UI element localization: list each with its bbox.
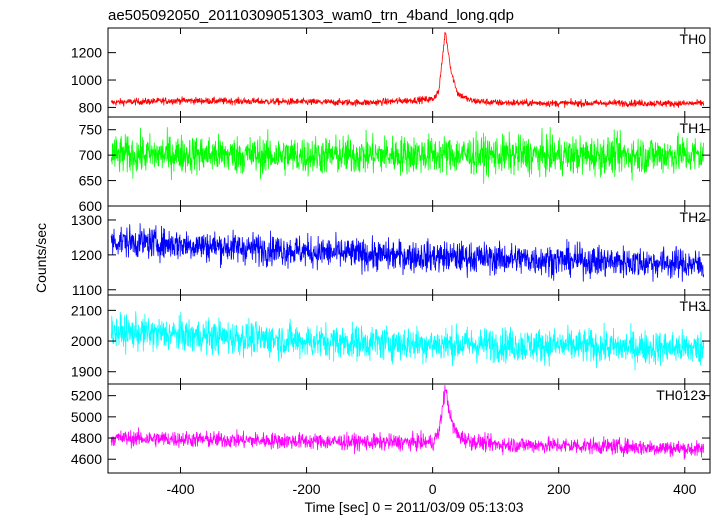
y-tick-label: 650: [79, 173, 103, 189]
series-line-th2: [110, 223, 705, 282]
series-line-th3: [110, 311, 705, 371]
y-tick-label: 1200: [71, 45, 102, 61]
panel-label: TH0123: [656, 387, 706, 403]
y-tick-label: 2100: [71, 302, 102, 318]
x-axis-label: Time [sec] 0 = 2011/03/09 05:13:03: [304, 499, 523, 515]
y-tick-label: 4600: [71, 451, 102, 467]
panel-th3: 1900 2000 2100 TH3: [71, 294, 711, 385]
y-tick-label: 1900: [71, 364, 102, 380]
x-tick-label: 200: [547, 481, 571, 497]
x-tick-label: 0: [429, 481, 437, 497]
y-tick-label: 700: [79, 147, 103, 163]
y-tick-label: 1000: [71, 72, 102, 88]
y-tick-label: 1100: [72, 282, 102, 298]
y-tick-label: 4800: [71, 430, 102, 446]
figure-title: ae505092050_20110309051303_wam0_trn_4ban…: [108, 7, 514, 24]
x-tick-label: 400: [673, 481, 697, 497]
y-tick-label: 5200: [71, 388, 102, 404]
panel-frame: [107, 383, 711, 474]
series-line-th0: [110, 31, 705, 108]
series-line-th0123: [110, 385, 705, 460]
panel-label: TH3: [680, 298, 707, 314]
series-line-th1: [110, 127, 705, 184]
y-axis-label: Counts/sec: [33, 223, 49, 293]
x-axis-ticks: -400 -200 0 200 400: [166, 481, 696, 497]
y-tick-label: 1200: [71, 247, 102, 263]
y-tick-label: 800: [79, 99, 103, 115]
x-tick-label: -200: [293, 481, 321, 497]
panel-label: TH1: [680, 120, 707, 136]
y-tick-label: 5000: [71, 409, 102, 425]
panel-th0: 800 1000 1200 TH0: [71, 27, 711, 118]
y-tick-label: 600: [79, 198, 103, 214]
y-tick-label: 2000: [71, 333, 102, 349]
panel-label: TH2: [680, 209, 707, 225]
panel-th2: 1100 1200 1300 TH2: [71, 205, 711, 298]
panel-th1: 600 650 700 750 TH1: [79, 116, 711, 214]
y-tick-label: 1300: [71, 212, 102, 228]
y-tick-label: 750: [79, 122, 103, 138]
x-tick-label: -400: [166, 481, 194, 497]
panel-label: TH0: [680, 31, 707, 47]
panel-th0123: 4600 4800 5000 5200 TH0123: [71, 383, 711, 474]
panels: 800 1000 1200 TH0 600 650 700 750 TH1 1100 1200 130…: [71, 27, 711, 474]
